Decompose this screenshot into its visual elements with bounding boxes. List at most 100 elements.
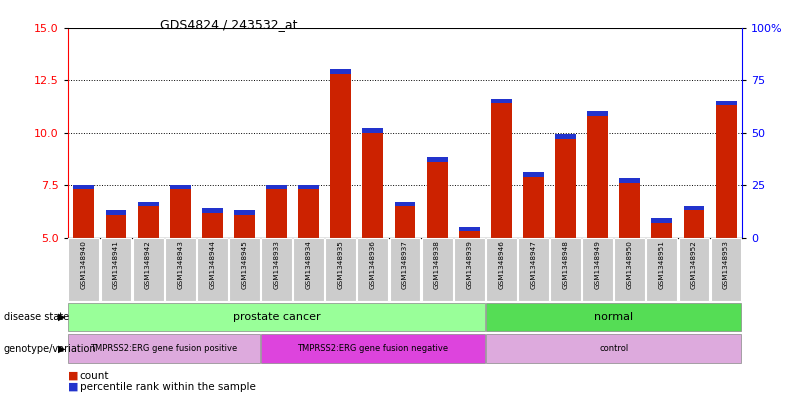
Text: disease state: disease state	[4, 312, 69, 322]
Bar	[427, 158, 448, 162]
Bar	[362, 128, 383, 132]
Bar	[459, 227, 480, 231]
Text: TMPRSS2:ERG gene fusion positive: TMPRSS2:ERG gene fusion positive	[90, 344, 238, 353]
Bar	[459, 231, 480, 238]
Bar	[330, 69, 351, 74]
Text: GSM1348939: GSM1348939	[466, 240, 472, 288]
Text: ■: ■	[68, 382, 78, 392]
Bar	[330, 74, 351, 238]
Text: count: count	[80, 371, 109, 381]
Bar	[138, 202, 159, 206]
Bar	[69, 238, 99, 301]
Text: GSM1348935: GSM1348935	[338, 240, 344, 288]
Text: ▶: ▶	[58, 343, 65, 354]
Bar	[651, 219, 672, 223]
Text: GSM1348933: GSM1348933	[274, 240, 279, 288]
Text: TMPRSS2:ERG gene fusion negative: TMPRSS2:ERG gene fusion negative	[298, 344, 448, 353]
Bar	[550, 238, 581, 301]
Bar	[587, 116, 608, 238]
Bar	[491, 103, 512, 238]
Text: GSM1348938: GSM1348938	[434, 240, 440, 288]
Text: GSM1348949: GSM1348949	[595, 240, 601, 288]
Bar	[358, 238, 389, 301]
Bar	[394, 206, 416, 238]
Bar	[427, 162, 448, 238]
Bar	[298, 185, 319, 189]
Bar	[716, 101, 737, 105]
Bar	[105, 210, 126, 215]
Bar	[105, 215, 126, 238]
Bar	[646, 238, 678, 301]
Bar	[716, 105, 737, 238]
Bar	[651, 223, 672, 238]
Text: GSM1348945: GSM1348945	[242, 240, 247, 288]
Bar	[518, 238, 549, 301]
Bar	[298, 189, 319, 238]
Bar	[132, 238, 164, 301]
Bar	[555, 134, 576, 139]
Bar	[266, 185, 287, 189]
Text: GSM1348946: GSM1348946	[498, 240, 504, 288]
Bar	[202, 208, 223, 213]
Text: genotype/variation: genotype/variation	[4, 343, 97, 354]
Bar	[170, 185, 191, 189]
Text: GSM1348940: GSM1348940	[81, 240, 87, 288]
Text: GSM1348942: GSM1348942	[145, 240, 151, 288]
Bar	[389, 238, 421, 301]
Text: GSM1348951: GSM1348951	[659, 240, 665, 288]
Bar	[684, 206, 705, 210]
Bar	[394, 202, 416, 206]
Bar	[165, 238, 196, 301]
Bar	[101, 238, 132, 301]
Bar	[362, 132, 383, 238]
Bar	[202, 213, 223, 238]
Text: GSM1348950: GSM1348950	[626, 240, 633, 288]
Text: GSM1348953: GSM1348953	[723, 240, 729, 288]
Bar	[523, 172, 544, 177]
Bar	[555, 139, 576, 238]
Bar	[138, 206, 159, 238]
Bar	[454, 238, 484, 301]
Bar	[326, 238, 356, 301]
Text: ▶: ▶	[58, 312, 65, 322]
Bar	[234, 210, 255, 215]
Text: ■: ■	[68, 371, 78, 381]
Bar	[711, 238, 741, 301]
Bar	[69, 303, 484, 331]
Text: GSM1348947: GSM1348947	[531, 240, 536, 288]
Bar	[486, 303, 741, 331]
Bar	[229, 238, 260, 301]
Text: GSM1348944: GSM1348944	[209, 240, 215, 288]
Bar	[170, 189, 191, 238]
Text: GSM1348948: GSM1348948	[563, 240, 568, 288]
Bar	[619, 183, 640, 238]
Bar	[73, 189, 94, 238]
Bar	[678, 238, 709, 301]
Text: GSM1348943: GSM1348943	[177, 240, 184, 288]
Bar	[421, 238, 452, 301]
Bar	[261, 334, 484, 363]
Text: control: control	[599, 344, 628, 353]
Text: normal: normal	[595, 312, 634, 322]
Bar	[486, 238, 517, 301]
Bar	[587, 111, 608, 116]
Bar	[684, 210, 705, 238]
Text: prostate cancer: prostate cancer	[233, 312, 320, 322]
Bar	[614, 238, 645, 301]
Text: GSM1348936: GSM1348936	[370, 240, 376, 288]
Bar	[73, 185, 94, 189]
Bar	[69, 334, 260, 363]
Bar	[266, 189, 287, 238]
Text: GSM1348952: GSM1348952	[691, 240, 697, 288]
Text: GSM1348937: GSM1348937	[402, 240, 408, 288]
Text: GDS4824 / 243532_at: GDS4824 / 243532_at	[160, 18, 297, 31]
Text: percentile rank within the sample: percentile rank within the sample	[80, 382, 255, 392]
Text: GSM1348934: GSM1348934	[306, 240, 312, 288]
Bar	[293, 238, 324, 301]
Text: GSM1348941: GSM1348941	[113, 240, 119, 288]
Bar	[491, 99, 512, 103]
Bar	[197, 238, 227, 301]
Bar	[619, 178, 640, 183]
Bar	[583, 238, 613, 301]
Bar	[486, 334, 741, 363]
